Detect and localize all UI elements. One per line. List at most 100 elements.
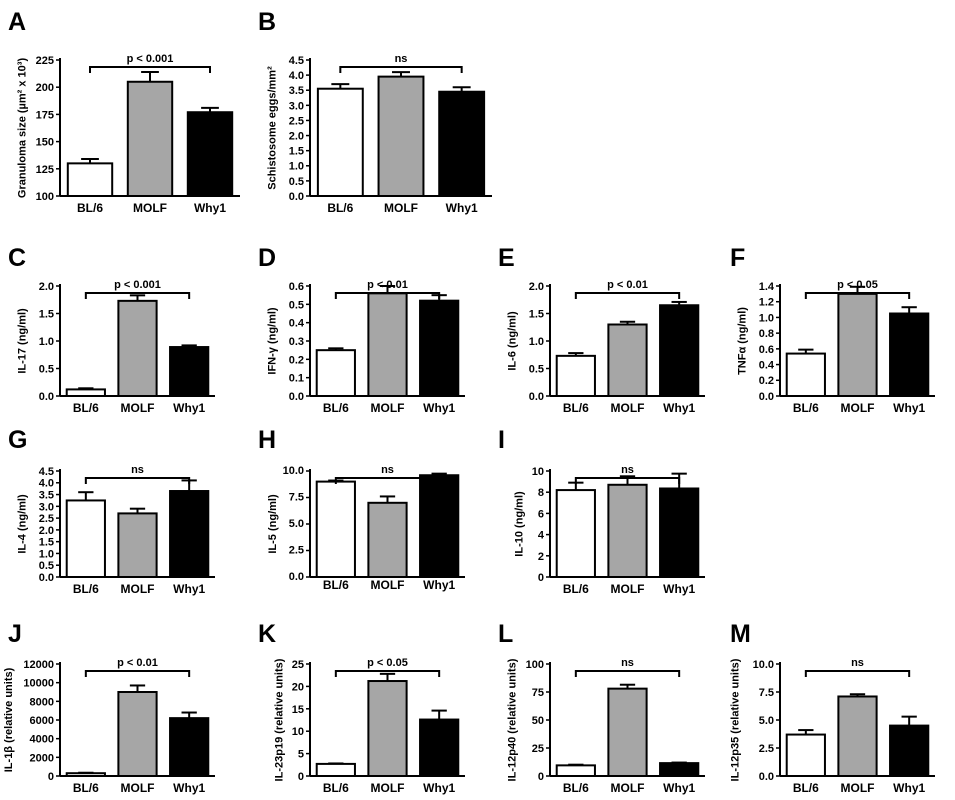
bar-why1 bbox=[889, 312, 930, 397]
error-bar bbox=[379, 495, 396, 503]
bar-molf bbox=[837, 292, 878, 398]
x-category-label: Why1 bbox=[194, 201, 226, 215]
panel-letter: B bbox=[258, 8, 276, 36]
bar-molf bbox=[367, 680, 408, 777]
y-tick-label: 10 bbox=[532, 466, 544, 478]
y-tick-label: 0 bbox=[538, 572, 544, 584]
panel-m: M 0.0 2.5 5.0 7.5 10.0 IL-12p35 (relative unit… bbox=[730, 620, 935, 795]
y-tick-label: 3.0 bbox=[39, 501, 54, 513]
y-axis-label: IL-17 (ng/ml) bbox=[17, 308, 29, 374]
y-tick-label: 200 bbox=[36, 82, 54, 94]
bar-molf bbox=[367, 292, 408, 398]
bar-molf bbox=[607, 687, 648, 778]
y-tick-label: 3.5 bbox=[289, 85, 304, 97]
x-category-label: BL/6 bbox=[793, 781, 819, 795]
y-tick-label: 100 bbox=[36, 191, 54, 203]
x-category-label: Why1 bbox=[446, 201, 478, 215]
y-tick-label: 5.0 bbox=[289, 518, 304, 530]
y-tick-label: 0.0 bbox=[39, 572, 54, 584]
significance-bracket bbox=[574, 292, 681, 299]
panel-b: B 0.0 0.5 1.0 1.5 2.0 2.5 3.0 3.5 4.0 4.5 Schistoso… bbox=[258, 8, 492, 215]
y-tick-label: 0.5 bbox=[39, 363, 54, 375]
significance-bracket bbox=[574, 670, 681, 677]
bar-molf bbox=[607, 483, 648, 578]
y-tick-label: 2 bbox=[538, 551, 544, 563]
y-tick-label: 0 bbox=[298, 771, 304, 783]
significance-label: p < 0.001 bbox=[114, 279, 161, 291]
y-tick-label: 1.5 bbox=[529, 308, 544, 320]
bar-bl6 bbox=[65, 388, 106, 397]
significance-label: ns bbox=[621, 657, 634, 669]
bar-bl6 bbox=[785, 733, 826, 777]
bar-molf bbox=[117, 299, 158, 398]
panel-d: D 0.0 0.1 0.2 0.3 0.4 0.5 0.6 IFN-γ (ng/ml) BL/6 M… bbox=[258, 244, 465, 415]
y-tick-label: 1.0 bbox=[529, 336, 544, 348]
x-category-label: MOLF bbox=[611, 401, 645, 415]
y-tick-label: 10.0 bbox=[753, 659, 774, 671]
bar-bl6 bbox=[555, 489, 596, 578]
x-category-label: MOLF bbox=[611, 582, 645, 596]
bar-why1 bbox=[659, 487, 700, 578]
y-axis-label: IL-12p40 (relative units) bbox=[507, 658, 519, 781]
x-category-label: MOLF bbox=[121, 582, 155, 596]
significance-bracket bbox=[339, 66, 463, 73]
x-category-label: Why1 bbox=[173, 401, 205, 415]
y-tick-label: 4 bbox=[538, 530, 545, 542]
panel-k: K 0 5 10 15 20 25 IL-23p19 (relative units) BL/6… bbox=[258, 620, 465, 795]
y-tick-label: 8 bbox=[538, 487, 544, 499]
y-tick-label: 4000 bbox=[30, 734, 54, 746]
x-category-label: MOLF bbox=[371, 578, 405, 592]
bar-why1 bbox=[169, 346, 210, 397]
bar-why1 bbox=[659, 304, 700, 397]
bar-why1 bbox=[186, 111, 234, 197]
x-category-label: BL/6 bbox=[793, 401, 819, 415]
y-tick-label: 1.5 bbox=[289, 146, 304, 158]
significance-bracket bbox=[89, 66, 211, 73]
bar-why1 bbox=[419, 299, 460, 397]
x-category-label: MOLF bbox=[371, 401, 405, 415]
significance-label: p < 0.01 bbox=[607, 279, 648, 291]
y-axis-label: TNFα (ng/ml) bbox=[737, 307, 749, 375]
significance-label: ns bbox=[395, 53, 408, 65]
significance-bracket bbox=[804, 292, 911, 299]
y-tick-label: 10 bbox=[292, 726, 304, 738]
y-tick-label: 1.0 bbox=[39, 336, 54, 348]
x-category-label: BL/6 bbox=[73, 401, 99, 415]
bar-bl6 bbox=[555, 764, 596, 777]
significance-label: p < 0.05 bbox=[367, 657, 408, 669]
y-tick-label: 0.2 bbox=[759, 375, 774, 387]
y-tick-label: 0.6 bbox=[289, 281, 304, 293]
y-tick-label: 1.5 bbox=[39, 308, 54, 320]
significance-label: ns bbox=[851, 657, 864, 669]
y-tick-label: 2.5 bbox=[759, 743, 774, 755]
panel-j: J 0 2000 4000 6000 8000 10000 12000 IL-1β (relat… bbox=[3, 620, 215, 795]
y-tick-label: 3.5 bbox=[39, 490, 54, 502]
x-category-label: BL/6 bbox=[563, 781, 589, 795]
significance-bracket bbox=[334, 292, 441, 299]
panel-e: E 0.0 0.5 1.0 1.5 2.0 IL-6 (ng/ml) BL/6 MOLF Why1… bbox=[498, 244, 705, 415]
y-tick-label: 225 bbox=[36, 55, 54, 67]
bar-why1 bbox=[438, 90, 486, 197]
bar-molf bbox=[117, 691, 158, 777]
error-bar bbox=[901, 306, 917, 314]
y-tick-label: 0.8 bbox=[759, 328, 774, 340]
significance-bracket bbox=[84, 670, 191, 677]
y-tick-label: 8000 bbox=[30, 696, 54, 708]
x-category-label: BL/6 bbox=[73, 781, 99, 795]
y-tick-label: 25 bbox=[532, 743, 544, 755]
y-tick-label: 1.5 bbox=[39, 537, 54, 549]
bar-molf bbox=[837, 695, 878, 777]
significance-label: p < 0.01 bbox=[117, 657, 158, 669]
y-tick-label: 0.0 bbox=[289, 191, 304, 203]
panel-letter: I bbox=[498, 426, 505, 454]
significance-label: ns bbox=[131, 464, 144, 476]
y-tick-label: 0.0 bbox=[759, 391, 774, 403]
bar-why1 bbox=[169, 717, 210, 778]
bar-molf bbox=[367, 501, 408, 578]
error-bar bbox=[78, 491, 94, 501]
panel-letter: A bbox=[8, 8, 26, 36]
y-tick-label: 125 bbox=[36, 164, 54, 176]
panel-letter: M bbox=[730, 620, 751, 648]
x-category-label: Why1 bbox=[663, 401, 695, 415]
x-category-label: MOLF bbox=[133, 201, 167, 215]
